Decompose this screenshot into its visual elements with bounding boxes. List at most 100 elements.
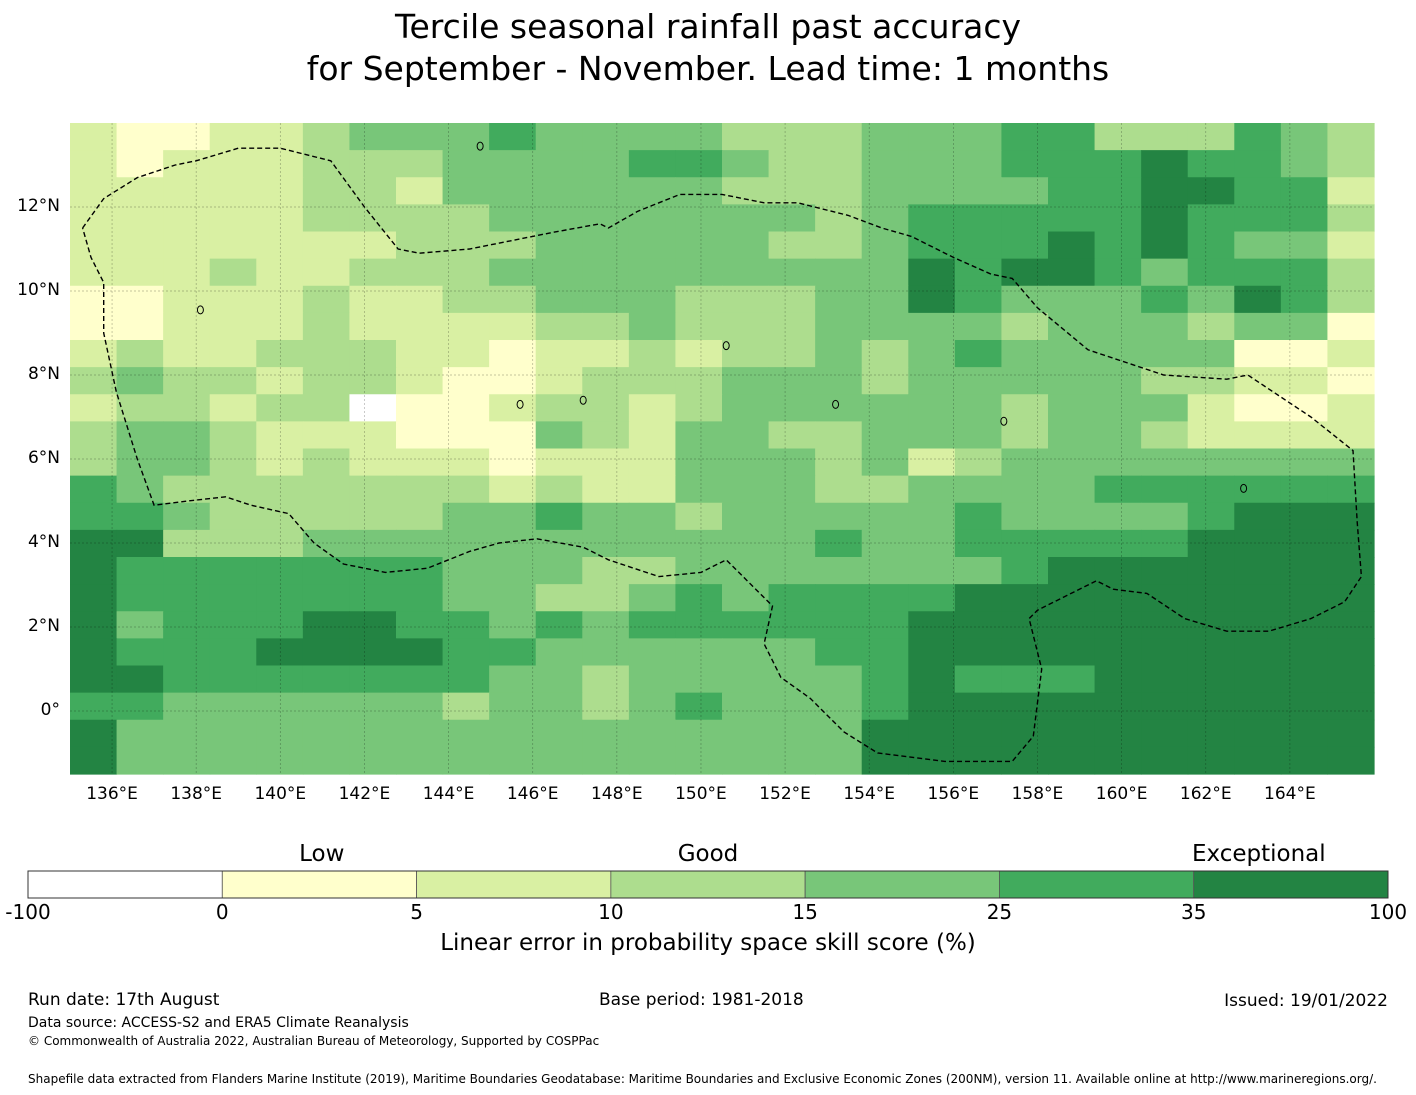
grid-cell [722, 611, 770, 639]
eez-boundary-line [81, 147, 1363, 763]
grid-cell [1280, 123, 1329, 151]
grid-cell [954, 340, 1003, 368]
grid-cell [908, 312, 956, 341]
grid-cell [1187, 367, 1235, 395]
grid-cell [163, 557, 211, 585]
grid-cell [1141, 584, 1189, 612]
grid-cell [442, 746, 490, 775]
grid-cell [1094, 638, 1142, 667]
island-outline [579, 395, 587, 405]
grid-cell [768, 231, 816, 260]
colorbar [27, 870, 1389, 899]
grid-cell [1094, 177, 1142, 205]
grid-cell [722, 665, 770, 694]
grid-cell [1141, 719, 1189, 748]
grid-cell [396, 475, 444, 504]
grid-cell [1234, 421, 1282, 450]
grid-cell [815, 502, 863, 531]
grid-cell [1187, 746, 1235, 775]
grid-cell [256, 475, 304, 504]
grid-cell [442, 312, 490, 341]
grid-cell [489, 611, 537, 639]
grid-cell [1141, 529, 1189, 558]
grid-cell [1234, 177, 1282, 205]
grid-cell [1234, 611, 1282, 639]
grid-cell [70, 502, 118, 531]
grid-cell [396, 638, 444, 667]
grid-cell [1141, 611, 1189, 639]
grid-cell [116, 665, 164, 694]
grid-cell [1187, 557, 1235, 585]
grid-cell [1187, 394, 1235, 422]
grid-cell [628, 475, 677, 504]
grid-cell [861, 340, 909, 368]
grid-cell [302, 746, 351, 775]
grid-cell [1141, 150, 1189, 178]
grid-cell [908, 367, 956, 395]
grid-cell [116, 448, 164, 477]
grid-cell [489, 394, 537, 422]
grid-cell [1094, 123, 1142, 151]
grid-cell [489, 204, 537, 233]
grid-cell [1280, 231, 1329, 260]
grid-cell [628, 258, 677, 287]
grid-cell [1141, 665, 1189, 694]
grid-cell [535, 285, 583, 314]
grid-cell [535, 421, 583, 450]
colorbar-swatch [804, 870, 1000, 899]
grid-cell [722, 692, 770, 721]
grid-cell [116, 584, 164, 612]
grid-cell [1094, 746, 1142, 775]
colorbar-swatch [221, 870, 417, 899]
grid-cell [349, 638, 397, 667]
grid-cell [489, 312, 537, 341]
grid-cell [1327, 340, 1375, 368]
grid-cell [675, 204, 723, 233]
grid-cell [861, 557, 909, 585]
grid-cell [1094, 258, 1142, 287]
grid-cell [396, 150, 444, 178]
grid-cell [1094, 665, 1142, 694]
grid-cell [349, 285, 397, 314]
longitude-tick-label: 140°E [254, 784, 307, 804]
grid-cell [396, 448, 444, 477]
grid-cell [954, 204, 1003, 233]
grid-cell [209, 367, 257, 395]
grid-cell [116, 692, 164, 721]
grid-cell [815, 394, 863, 422]
grid-cell [908, 123, 956, 151]
grid-cell [396, 746, 444, 775]
grid-cell [628, 421, 677, 450]
grid-cell [1280, 367, 1329, 395]
latitude-tick-label: 10°N [17, 280, 60, 300]
grid-cell [768, 312, 816, 341]
grid-cell [535, 502, 583, 531]
grid-cell [1187, 204, 1235, 233]
grid-cell [489, 502, 537, 531]
grid-cell [628, 719, 677, 748]
grid-cell [1001, 394, 1049, 422]
grid-cell [1327, 719, 1375, 748]
grid-cell [628, 746, 677, 775]
grid-cell [1327, 231, 1375, 260]
grid-cell [70, 231, 118, 260]
grid-cell [582, 312, 630, 341]
grid-cell [722, 204, 770, 233]
grid-cell [70, 421, 118, 450]
grid-cell [861, 258, 909, 287]
grid-cell [1048, 584, 1096, 612]
grid-cell [908, 340, 956, 368]
grid-cell [954, 529, 1003, 558]
grid-cell [1327, 367, 1375, 395]
grid-cell [768, 204, 816, 233]
grid-cell [116, 177, 164, 205]
island-outline [1240, 483, 1248, 493]
grid-cell [442, 177, 490, 205]
grid-cell [1280, 285, 1329, 314]
grid-cell [861, 448, 909, 477]
grid-cell [1187, 502, 1235, 531]
grid-cell [442, 665, 490, 694]
grid-cell [535, 177, 583, 205]
grid-cell [675, 529, 723, 558]
colorbar-category-label: Good [677, 841, 739, 867]
